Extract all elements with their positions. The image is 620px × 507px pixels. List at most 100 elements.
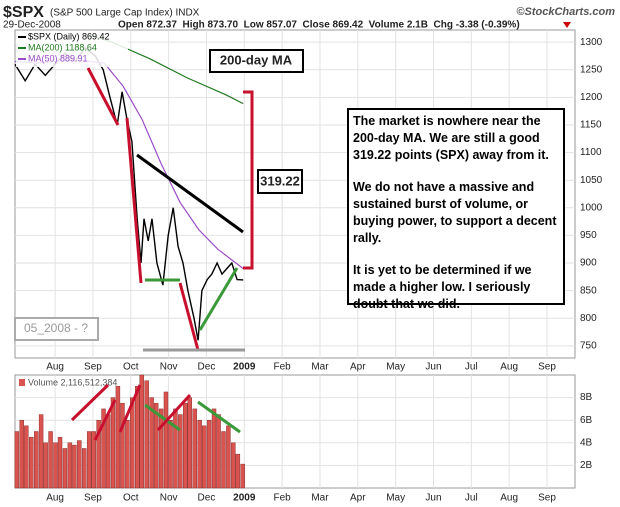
annotation-lines [70,67,254,441]
volume-bar [91,431,96,489]
x-tick-label: Sep [84,493,102,504]
volume-bar [192,408,197,489]
legend-label: $SPX (Daily) 869.42 [28,31,110,41]
annotation: 319.22 [260,173,300,188]
note-text: It is yet to be determined if we made a … [353,263,532,311]
volume-bar [168,420,173,489]
y-tick-label: 1200 [580,92,603,103]
x-tick-label: Oct [123,493,139,504]
volume-bar [24,425,29,489]
down-arrow [563,22,571,28]
chart-subtitle: (S&P 500 Large Cap Index) INDX [50,8,200,19]
annotation: 05_2008 - ? [24,321,88,335]
y-tick-label: 8B [580,392,593,403]
volume-bar [48,431,53,489]
volume-line [144,403,181,432]
volume-bar [135,386,140,489]
x-tick-label: Dec [198,493,216,504]
x-tick-label: Jun [425,362,441,373]
x-tick-label: Aug [500,362,518,373]
volume-bar [53,442,58,489]
x-tick-label: May [386,493,405,504]
volume-bar [158,408,164,489]
x-tick-label: Apr [350,362,366,373]
x-tick-label: Mar [311,362,329,373]
x-tick-label: Feb [274,362,292,373]
x-tick-label: Oct [123,362,139,373]
volume-bar [231,442,236,489]
volume-bar [211,408,217,489]
trend-line [178,282,200,351]
legend-bg [16,31,128,67]
note-text: We do not have a massive and sustained b… [353,180,557,245]
x-tick-label: Aug [46,362,64,373]
y-tick-label: 1000 [580,202,603,213]
volume-bar [101,408,106,489]
volume-bar [221,431,226,489]
plot-area: Aug Sep Oct Nov Dec 2009 Feb Mar Apr May Jun Jul Aug… [14,29,603,504]
volume-bar [187,397,193,489]
y-tick-label: 1100 [580,147,602,158]
y-tick-label: 950 [580,230,597,241]
legend-swatch [19,379,25,386]
y-tick-label: 1050 [580,175,603,186]
volume-bar [105,414,111,489]
y-tick-label: 1250 [580,64,603,75]
volume-bar [144,380,149,489]
volume-bar [33,431,39,489]
volume-bar [19,420,25,489]
x-tick-label: Mar [311,493,329,504]
annotation-box [257,169,303,194]
source: ©StockCharts.com [516,6,615,18]
volume-bar [149,397,154,489]
volume-bar [120,403,125,489]
x-tick-label: Jul [465,362,478,373]
volume-bar [206,420,212,489]
x-tick-label: 2009 [233,362,256,373]
date: 29-Dec-2008 [3,20,61,31]
volume-bar [38,414,44,489]
legend-label: Volume 2,116,512,384 [28,377,117,387]
x-tick-label: May [386,362,405,373]
volume-line [93,399,117,441]
x-tick-label: Aug [46,493,64,504]
volume-line [118,384,142,433]
x-tick-label: Apr [350,493,366,504]
volume-bar [240,463,245,489]
annotation-box [14,317,99,341]
trend-line [86,67,120,126]
volume-bar [62,448,68,489]
volume-bar [43,442,48,489]
volume-bar [57,436,63,489]
volume-bar [173,408,178,489]
volume-bar [82,448,87,489]
y-tick-label: 1300 [580,37,603,48]
x-tick-label: Sep [84,362,102,373]
x-tick-label: Jul [465,493,478,504]
volume-bar [216,414,221,489]
volume-bar [139,374,144,489]
x-tick-label: Sep [538,493,556,504]
trend-line [125,117,143,284]
volume-bar [67,442,73,489]
volume-bar [163,391,169,489]
gap-bracket [243,90,254,270]
y-tick-label: 800 [580,313,597,324]
volume-bar [183,403,188,489]
x-tick-label: Nov [160,493,178,504]
volume-line [156,393,192,432]
x-tick-label: Sep [538,362,556,373]
volume-bar [14,431,20,489]
x-tick-label: Nov [160,362,178,373]
volume-bar [201,425,207,489]
volume-bar [72,444,77,489]
y-tick-label: 850 [580,285,597,296]
volume-bar [29,436,34,489]
volume-bar [96,420,101,489]
trend-line [198,267,239,331]
volume-bar [178,414,183,489]
annotation: 200-day MA [220,52,293,67]
legend-label: MA(200) 1188.64 [28,42,97,52]
x-tick-label: Jun [425,493,441,504]
